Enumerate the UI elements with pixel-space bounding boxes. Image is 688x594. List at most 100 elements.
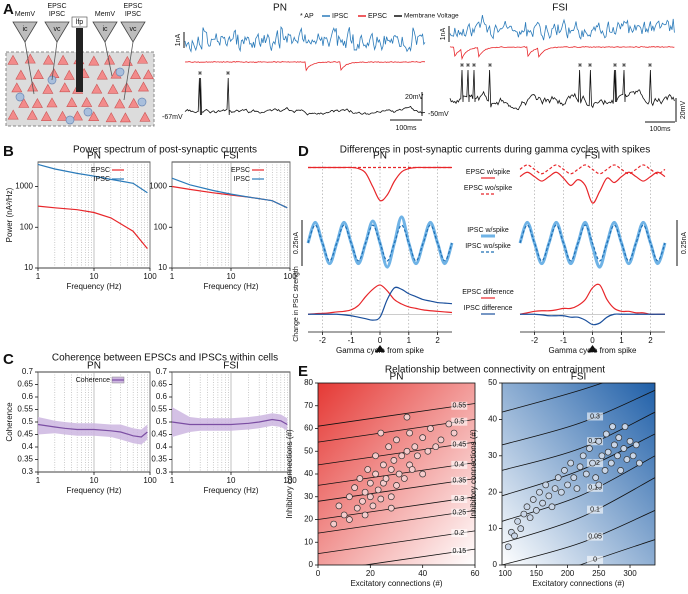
ap-marker [226,71,230,75]
scatter-point [403,447,411,455]
scale-label: 100ms [649,126,671,133]
x-axis-label: Frequency (Hz) [203,282,258,291]
scatter-point [361,488,369,496]
scatter-point [340,511,348,519]
neuron [7,109,19,120]
contour-label-bg [451,401,468,410]
panel-letter: D [298,143,309,160]
contour-line [502,510,655,565]
scatter-point [414,452,421,460]
x-tick-label: 0 [590,336,595,345]
neuron [59,82,71,93]
x-tick-label: 1 [36,272,41,281]
contour-label: 0.25 [452,510,466,517]
scatter-point [387,493,395,501]
scatter-point [372,470,379,478]
trace-title: PN [273,3,287,14]
y-tick-label: 1000 [15,182,33,191]
panel-letter: B [3,143,14,160]
scatter-point [602,430,610,438]
contour-line [318,403,475,427]
contour-line [362,548,475,565]
scatter-point [395,470,403,478]
x-tick-label: 150 [530,569,544,578]
neuron [105,112,117,123]
contour-label-bg [451,440,468,449]
contour-label-bg [451,508,468,517]
spike-marker [587,345,598,352]
legend-label: IPSC w/spike [467,227,509,234]
scatter-point [582,470,590,478]
series-line [519,283,665,315]
neuron [71,110,83,121]
scatter-point [361,511,369,519]
ap-marker [472,63,476,67]
scatter-point [372,452,379,460]
y-tick-label: 10 [158,263,167,272]
series-line [171,185,288,209]
scatter-point [611,441,618,449]
y-tick-label: 0.65 [151,380,167,389]
series-line [307,224,453,262]
neuron [81,96,93,107]
contour-label-bg [451,495,468,504]
scatter-point [387,466,395,473]
scatter-point [366,479,374,487]
contour-label: 0.15 [452,548,466,555]
contour-label-bg [587,483,604,492]
scatter-point [364,466,372,473]
contour-label-bg [587,555,604,564]
spike-marker [375,345,385,352]
scatter-point [504,543,512,551]
legend-label: Coherence [76,377,110,384]
neuron [42,83,54,94]
scatter-point [529,496,537,503]
scatter-point [408,466,416,473]
ap-marker [488,63,492,67]
contour-label: 0.55 [452,403,466,410]
y-tick-label: 10 [488,524,497,533]
legend-label: EPSC wo/spike [464,185,512,192]
scatter-point [382,475,390,482]
baseline-label: -50mV [428,111,449,118]
contour-label: 0.05 [588,533,602,540]
x-tick-label: -2 [531,336,539,345]
scatter-point [514,517,521,525]
y-tick-label: 0.7 [156,367,168,376]
scatter-point [620,445,628,452]
contour-line [318,441,475,466]
figure-title: Coherence between EPSCs and IPSCs within… [52,353,278,364]
legend-label: IPSC [332,13,348,20]
scatter-point [406,429,413,437]
chart-title: PN [390,372,404,383]
neuron [97,96,109,107]
chart-title: PN [87,151,101,162]
y-tick-label: 20 [304,515,313,524]
scatter-point [564,481,571,489]
interneuron [115,67,125,77]
y-tick-label: 0.55 [17,405,33,414]
x-tick-label: 0 [378,336,383,345]
x-tick-label: 100 [283,476,297,485]
scatter-point [380,461,387,469]
scatter-point [411,443,419,451]
scatter-point [579,452,587,460]
schematic-label: vc [54,26,62,33]
series-line [171,418,288,426]
scatter-point [589,459,596,467]
lfp-box [71,16,88,28]
y-tick-label: 0.3 [156,467,168,476]
neuron [66,97,78,107]
neuron [88,55,100,66]
scatter-point [393,436,400,444]
contour-line [502,411,655,471]
contour-label-bg [451,547,468,556]
x-tick-label: 1 [407,336,412,345]
legend-label: IPSC wo/spike [465,243,511,250]
series-line [519,171,666,204]
y-tick-label: 80 [304,378,313,387]
schematic-label: MemV [95,11,116,18]
ap-marker [648,63,652,67]
scatter-point [573,485,581,492]
scatter-point [526,514,534,522]
